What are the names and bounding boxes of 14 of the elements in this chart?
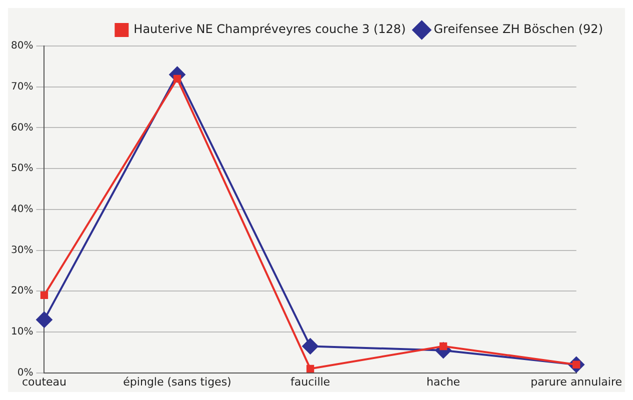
x-tick-label: hache xyxy=(426,375,460,388)
y-tick-label: 20% xyxy=(10,286,34,297)
y-tick-label: 40% xyxy=(10,204,34,215)
y-tick-label: 50% xyxy=(10,163,34,174)
y-tick-label: 80% xyxy=(10,40,34,52)
y-tick-label: 60% xyxy=(10,122,34,134)
legend-label: Greifensee ZH Böschen (92) xyxy=(434,22,604,36)
x-tick-label: parure annulaire xyxy=(530,375,622,388)
y-tick-label: 30% xyxy=(10,244,34,256)
y-tick-label: 70% xyxy=(10,81,34,92)
x-tick-label: épingle (sans tiges) xyxy=(123,375,232,388)
x-tick-label: faucille xyxy=(290,375,330,388)
legend-label: Hauterive NE Champréveyres couche 3 (128) xyxy=(134,22,406,36)
y-tick-label: 10% xyxy=(10,326,34,338)
